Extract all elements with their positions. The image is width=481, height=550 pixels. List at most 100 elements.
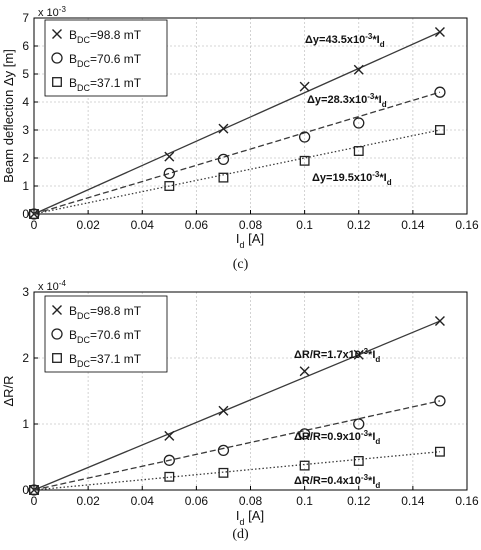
y-tick-label: 3: [22, 285, 29, 299]
y-tick-label: 6: [22, 39, 29, 53]
x-tick-label: 0.02: [76, 494, 100, 508]
x-tick-label: 0.14: [401, 218, 425, 232]
data-point-1: [353, 418, 365, 430]
data-point-1: [28, 208, 40, 220]
x-axis-label: Id [A]: [236, 508, 264, 527]
fit-label-2: ΔR/R=0.4x10-3*Id​: [294, 473, 380, 490]
data-point-1: [434, 395, 446, 407]
data-point-2: [29, 209, 39, 219]
data-point-2: [29, 485, 39, 495]
y-tick-label: 2: [22, 151, 29, 165]
fit-line-2: [33, 451, 440, 491]
y-tick-label: 1: [22, 179, 29, 193]
legend-label-0: BDC=98.8 mT: [69, 28, 142, 45]
y-tick-label: 5: [22, 67, 29, 81]
x-tick-label: 0.1: [296, 494, 313, 508]
y-tick-label: 0: [22, 483, 29, 497]
data-point-2: [164, 471, 175, 482]
data-point-2: [353, 456, 364, 466]
fit-line-0: [33, 31, 441, 215]
x-tick-label: 0.12: [347, 218, 371, 232]
data-point-0: [164, 430, 175, 441]
legend-label-1: BDC=70.6 mT: [69, 52, 142, 69]
data-point-2: [299, 460, 310, 471]
data-point-0: [218, 123, 229, 134]
caption-d: (d): [232, 527, 249, 542]
data-point-1: [217, 444, 230, 457]
x-tick-label: 0.12: [347, 494, 371, 508]
data-point-2: [434, 125, 445, 135]
y-tick-label: 0: [22, 207, 29, 221]
fit-label-1: Δy=28.3x10-3*Id​: [307, 92, 387, 109]
x-tick-label: 0.02: [76, 218, 100, 232]
data-point-1: [163, 167, 175, 180]
y-tick-label: 2: [22, 351, 29, 365]
legend-marker: [51, 328, 63, 340]
axis-exponent-label: x 10-4​: [38, 279, 66, 293]
y-tick-label: 3: [22, 123, 29, 137]
fit-label-0: ΔR/R=1.7x10-3*Id​: [294, 347, 380, 364]
legend-marker: [52, 353, 62, 363]
chart-panel-c: 0 0.02 0.04 0.06 0.08 0.1 0.12 0.14 0.16 0 1 2 3 4 5 6 7…: [1, 5, 479, 250]
data-point-1: [434, 86, 446, 98]
data-point-1: [298, 428, 311, 440]
x-tick-label: 0.16: [455, 218, 479, 232]
x-tick-label: 0.1: [296, 218, 313, 232]
fit-label-1: ΔR/R=0.9x10-3*Id​: [294, 429, 380, 446]
data-point-0: [164, 151, 175, 162]
legend-label-2: BDC=37.1 mT: [69, 76, 142, 93]
data-point-1: [353, 117, 365, 129]
legend-label-1: BDC=70.6 mT: [69, 328, 142, 345]
data-point-0: [434, 27, 445, 37]
data-point-0: [353, 349, 364, 360]
data-point-1: [298, 131, 311, 143]
chart-panel-d: 0 0.02 0.04 0.06 0.08 0.1 0.12 0.14 0.16 0 1 2 3 x 10…: [1, 279, 479, 527]
legend-box: [44, 19, 168, 97]
x-tick-label: 0.04: [131, 218, 155, 232]
data-point-0: [353, 64, 364, 75]
data-point-2: [353, 146, 364, 156]
legend-marker: [51, 52, 63, 64]
x-axis-label: Id [A]: [236, 231, 264, 250]
y-tick-label: 1: [22, 417, 29, 431]
legend-box: [44, 295, 168, 373]
fit-label-0: Δy=43.5x10-3*Id​: [305, 32, 385, 49]
data-point-2: [218, 172, 229, 183]
y-tick-label: 7: [22, 11, 29, 25]
data-point-0: [299, 366, 310, 377]
y-tick-label: 4: [22, 95, 29, 109]
fit-label-2: Δy=19.5x10-3*Id​: [312, 170, 392, 187]
y-axis-label: Beam deflection Δy [m]: [1, 49, 16, 183]
data-point-2: [299, 155, 310, 166]
x-tick-label: 0.06: [185, 218, 209, 232]
fit-line-1: [33, 400, 441, 491]
x-tick-label: 0.08: [239, 218, 263, 232]
x-tick-label: 0.06: [185, 494, 209, 508]
fit-line-0: [33, 320, 441, 491]
fit-line-1: [33, 91, 441, 215]
x-tick-label: 0.04: [131, 494, 155, 508]
x-tick-label: 0: [31, 494, 38, 508]
data-point-2: [218, 467, 229, 478]
legend-marker: [52, 305, 62, 315]
data-point-0: [299, 81, 310, 92]
axis-exponent-label: x 10-3​: [38, 5, 66, 19]
x-tick-label: 0.16: [455, 494, 479, 508]
legend-marker: [52, 77, 62, 87]
fit-line-2: [33, 129, 441, 215]
data-point-2: [164, 181, 175, 191]
data-point-0: [434, 316, 445, 327]
caption-c: (c): [232, 257, 249, 272]
data-point-1: [217, 153, 230, 166]
x-tick-label: 0.14: [401, 494, 425, 508]
legend-label-0: BDC=98.8 mT: [69, 304, 142, 321]
x-tick-label: 0: [31, 218, 38, 232]
data-point-2: [434, 446, 445, 457]
y-axis-label: ΔR/R: [1, 375, 16, 406]
data-point-1: [163, 454, 175, 466]
data-point-0: [218, 405, 229, 416]
x-tick-label: 0.08: [239, 494, 263, 508]
legend-label-2: BDC=37.1 mT: [69, 352, 142, 369]
legend-marker: [52, 29, 62, 39]
